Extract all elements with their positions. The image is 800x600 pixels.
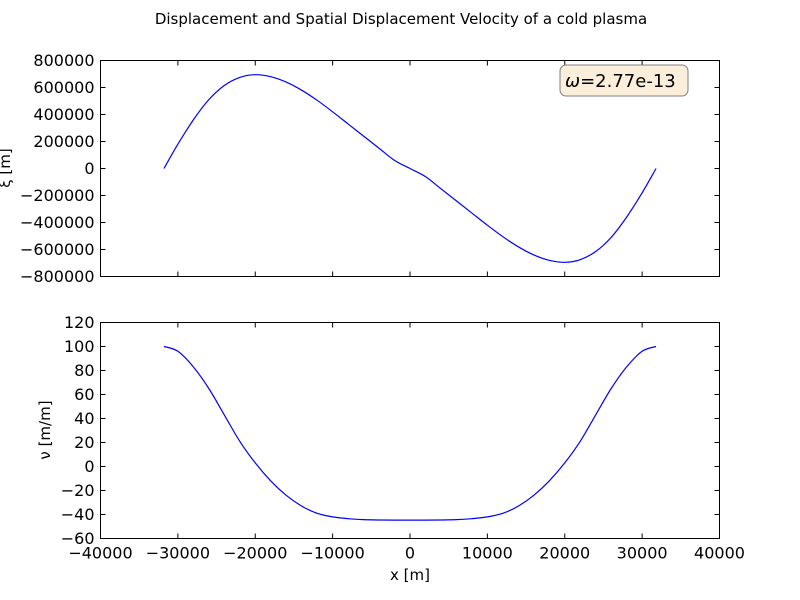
omega-value: 2.77e-13 bbox=[595, 71, 676, 92]
bottom-y-tick-label: −20 bbox=[61, 481, 95, 500]
top-y-tick-label: 600000 bbox=[33, 78, 94, 97]
x-tick-label: 20000 bbox=[539, 544, 590, 563]
chart-title: Displacement and Spatial Displacement Ve… bbox=[155, 10, 647, 28]
displacement-line bbox=[163, 74, 657, 263]
bottom-y-tick-label: 100 bbox=[64, 337, 95, 356]
top-y-ticks: 800000 600000 400000 200000 0 −200000 −400000 −… bbox=[20, 51, 720, 286]
top-y-tick-label: −400000 bbox=[20, 213, 94, 232]
top-y-tick-label: 800000 bbox=[33, 51, 94, 70]
bottom-y-tick-label: 0 bbox=[84, 457, 94, 476]
bottom-y-tick-label: 120 bbox=[64, 313, 95, 332]
top-y-tick-label: 200000 bbox=[33, 132, 94, 151]
omega-symbol: ω bbox=[565, 71, 580, 92]
x-tick-label: 10000 bbox=[462, 544, 513, 563]
x-tick-label: −30000 bbox=[146, 544, 210, 563]
bottom-y-tick-label: −60 bbox=[61, 529, 95, 548]
x-tick-label: −10000 bbox=[300, 544, 364, 563]
bottom-y-tick-label: 20 bbox=[74, 433, 94, 452]
top-y-axis-label: ξ [m] bbox=[0, 148, 14, 187]
top-x-ticks bbox=[100, 60, 720, 277]
x-tick-label: −40000 bbox=[68, 544, 132, 563]
top-y-tick-label: −600000 bbox=[20, 240, 94, 259]
x-axis-label: x [m] bbox=[390, 566, 430, 584]
top-y-tick-label: 400000 bbox=[33, 105, 94, 124]
omega-equals: = bbox=[580, 71, 595, 92]
omega-annotation: ω=2.77e-13 bbox=[559, 64, 689, 97]
omega-annotation-text: ω=2.77e-13 bbox=[565, 71, 676, 92]
top-y-tick-label: −200000 bbox=[20, 186, 94, 205]
x-tick-label: 30000 bbox=[617, 544, 668, 563]
bottom-panel: 120 100 80 60 40 20 0 −20 −40 −60 −40000 −30000 −20… bbox=[36, 313, 745, 584]
bottom-y-tick-label: −40 bbox=[61, 505, 95, 524]
top-y-tick-label: 0 bbox=[84, 159, 94, 178]
x-tick-label: −20000 bbox=[223, 544, 287, 563]
bottom-y-tick-label: 80 bbox=[74, 361, 94, 380]
bottom-y-tick-label: 40 bbox=[74, 409, 94, 428]
x-tick-label: 0 bbox=[405, 544, 415, 563]
bottom-x-ticks: −40000 −30000 −20000 −10000 0 10000 20000 30000… bbox=[68, 322, 745, 563]
bottom-y-ticks: 120 100 80 60 40 20 0 −20 −40 −60 bbox=[61, 313, 720, 548]
x-tick-label: 40000 bbox=[694, 544, 745, 563]
bottom-y-tick-label: 60 bbox=[74, 385, 94, 404]
bottom-y-axis-label: ν [m/m] bbox=[36, 400, 54, 459]
omega-annotation-box bbox=[559, 64, 689, 97]
velocity-line bbox=[163, 345, 657, 521]
top-panel: 800000 600000 400000 200000 0 −200000 −400000 −… bbox=[0, 51, 720, 286]
top-y-tick-label: −800000 bbox=[20, 267, 94, 286]
